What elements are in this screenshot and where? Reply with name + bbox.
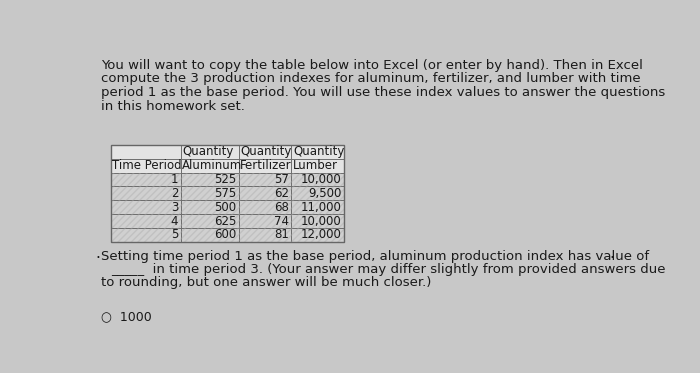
Text: 5: 5	[171, 228, 178, 241]
Bar	[111, 228, 181, 242]
Bar	[181, 200, 239, 214]
Text: 81: 81	[274, 228, 289, 241]
Text: 1: 1	[171, 173, 178, 186]
Bar	[291, 214, 344, 228]
Text: 68: 68	[274, 201, 289, 214]
Bar	[239, 173, 291, 186]
Text: period 1 as the base period. You will use these index values to answer the quest: period 1 as the base period. You will us…	[102, 86, 666, 99]
Bar	[291, 200, 344, 214]
Bar	[291, 200, 344, 214]
Bar	[239, 173, 291, 186]
Bar	[111, 186, 181, 200]
Text: 11,000: 11,000	[301, 201, 342, 214]
Bar	[111, 159, 181, 173]
Text: 74: 74	[274, 214, 289, 228]
Text: Aluminum: Aluminum	[182, 159, 242, 172]
Bar	[181, 214, 239, 228]
Bar	[239, 200, 291, 214]
Text: compute the 3 production indexes for aluminum, fertilizer, and lumber with time: compute the 3 production indexes for alu…	[102, 72, 641, 85]
Bar	[181, 228, 239, 242]
Bar	[111, 200, 181, 214]
Text: 10,000: 10,000	[301, 214, 342, 228]
Bar	[111, 145, 344, 242]
Bar	[111, 214, 181, 228]
Bar	[239, 214, 291, 228]
Text: Time Period: Time Period	[112, 159, 182, 172]
Text: 2: 2	[171, 187, 178, 200]
Bar	[181, 173, 239, 186]
Bar	[239, 186, 291, 200]
Text: ·: ·	[95, 251, 100, 266]
Text: 12,000: 12,000	[301, 228, 342, 241]
Text: 575: 575	[214, 187, 237, 200]
Bar	[291, 186, 344, 200]
Bar	[181, 200, 239, 214]
Bar	[181, 186, 239, 200]
Bar	[291, 228, 344, 242]
Text: in this homework set.: in this homework set.	[102, 100, 245, 113]
Text: 4: 4	[171, 214, 178, 228]
Bar	[291, 173, 344, 186]
Text: to rounding, but one answer will be much closer.): to rounding, but one answer will be much…	[102, 276, 432, 289]
Bar	[291, 173, 344, 186]
Text: ○  1000: ○ 1000	[102, 310, 152, 323]
Text: Setting time period 1 as the base period, aluminum production index has value of: Setting time period 1 as the base period…	[102, 250, 650, 263]
Bar	[181, 173, 239, 186]
Bar	[291, 145, 344, 159]
Text: Quantity: Quantity	[293, 145, 344, 158]
Bar	[239, 200, 291, 214]
Text: Quantity: Quantity	[182, 145, 233, 158]
Text: ·: ·	[610, 251, 615, 266]
Bar	[111, 145, 181, 159]
Text: 525: 525	[214, 173, 237, 186]
Text: 62: 62	[274, 187, 289, 200]
Bar	[291, 186, 344, 200]
Bar	[111, 173, 181, 186]
Bar	[181, 186, 239, 200]
Text: 500: 500	[214, 201, 237, 214]
Bar	[111, 228, 181, 242]
Bar	[111, 200, 181, 214]
Bar	[239, 214, 291, 228]
Bar	[239, 228, 291, 242]
Text: 625: 625	[214, 214, 237, 228]
Bar	[291, 228, 344, 242]
Bar	[111, 214, 181, 228]
Text: 3: 3	[171, 201, 178, 214]
Text: Fertilizer: Fertilizer	[240, 159, 292, 172]
Bar	[239, 145, 291, 159]
Bar	[111, 173, 181, 186]
Text: 10,000: 10,000	[301, 173, 342, 186]
Text: Lumber: Lumber	[293, 159, 338, 172]
Bar	[181, 159, 239, 173]
Bar	[291, 159, 344, 173]
Bar	[111, 186, 181, 200]
Text: _____  in time period 3. (Your answer may differ slightly from provided answers : _____ in time period 3. (Your answer may…	[111, 263, 665, 276]
Bar	[181, 228, 239, 242]
Bar	[291, 214, 344, 228]
Text: Quantity: Quantity	[240, 145, 292, 158]
Bar	[239, 186, 291, 200]
Bar	[239, 228, 291, 242]
Bar	[239, 159, 291, 173]
Bar	[181, 214, 239, 228]
Bar	[181, 145, 239, 159]
Text: You will want to copy the table below into Excel (or enter by hand). Then in Exc: You will want to copy the table below in…	[102, 59, 643, 72]
Text: 600: 600	[214, 228, 237, 241]
Text: 57: 57	[274, 173, 289, 186]
Text: 9,500: 9,500	[308, 187, 342, 200]
